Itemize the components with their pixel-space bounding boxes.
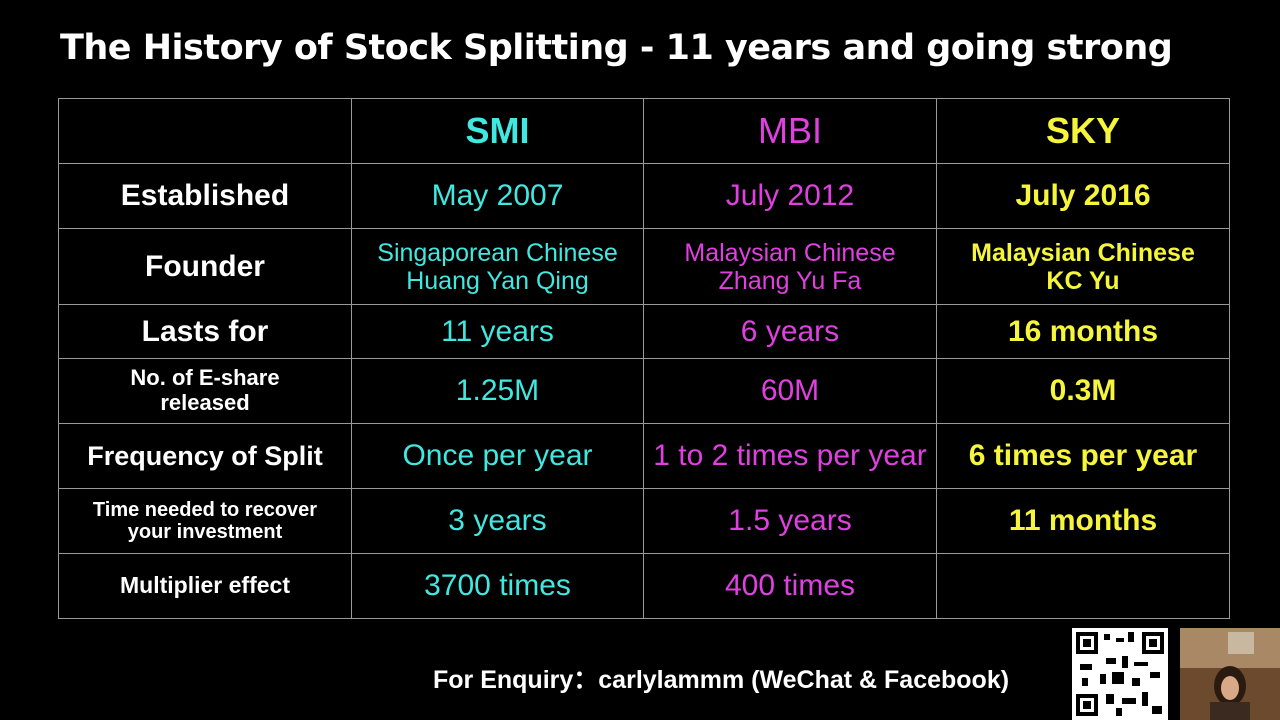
table-cell: Multiplier effect (58, 553, 352, 619)
table-row: Time needed to recover your investment 3 … (58, 488, 1230, 554)
table-cell: 1 to 2 times per year (643, 423, 937, 489)
table-cell: Malaysian Chinese KC Yu (936, 228, 1230, 305)
table-cell: 60M (643, 358, 937, 424)
table-cell: 16 months (936, 304, 1230, 359)
table-cell: Time needed to recover your investment (58, 488, 352, 554)
table-cell: 0.3M (936, 358, 1230, 424)
comparison-table: SMI MBI SKY Established May 2007 July 2012 Jul… (58, 98, 1230, 619)
table-cell: July 2012 (643, 163, 937, 229)
qr-code (1072, 628, 1168, 720)
table-row: No. of E-share released 1.25M 60M 0.3M (58, 358, 1230, 424)
table-cell: May 2007 (351, 163, 644, 229)
table-cell: July 2016 (936, 163, 1230, 229)
table-cell: No. of E-share released (58, 358, 352, 424)
presenter-video (1180, 628, 1280, 720)
table-cell: 1.25M (351, 358, 644, 424)
table-row: Lasts for 11 years 6 years 16 months (58, 304, 1230, 359)
table-cell: SMI (351, 98, 644, 164)
table-cell: Frequency of Split (58, 423, 352, 489)
table-cell: Lasts for (58, 304, 352, 359)
table-cell: 400 times (643, 553, 937, 619)
table-row: Established May 2007 July 2012 July 2016 (58, 163, 1230, 229)
table-cell: 1.5 years (643, 488, 937, 554)
enquiry-text: For Enquiry：carlylammm (WeChat & Faceboo… (433, 666, 1010, 694)
table-cell: SKY (936, 98, 1230, 164)
table-row: Founder Singaporean Chinese Huang Yan Qin… (58, 228, 1230, 305)
table-cell: 6 years (643, 304, 937, 359)
table-cell: Founder (58, 228, 352, 305)
table-cell: Once per year (351, 423, 644, 489)
table-cell: Established (58, 163, 352, 229)
table-cell: 3 years (351, 488, 644, 554)
table-cell: 3700 times (351, 553, 644, 619)
table-cell: Malaysian Chinese Zhang Yu Fa (643, 228, 937, 305)
table-row: Frequency of Split Once per year 1 to 2 ti… (58, 423, 1230, 489)
table-row: Multiplier effect 3700 times 400 times (58, 553, 1230, 619)
table-cell (936, 553, 1230, 619)
table-cell: 6 times per year (936, 423, 1230, 489)
table-cell: 11 years (351, 304, 644, 359)
table-cell: 11 months (936, 488, 1230, 554)
table-cell (58, 98, 352, 164)
slide-title: The History of Stock Splitting - 11 year… (60, 28, 1173, 68)
table-cell: MBI (643, 98, 937, 164)
header-row: SMI MBI SKY (58, 98, 1230, 164)
table-cell: Singaporean Chinese Huang Yan Qing (351, 228, 644, 305)
